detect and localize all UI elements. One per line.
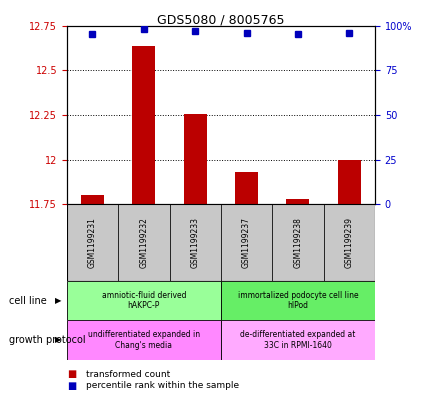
Bar (67, 320, 221, 360)
Bar (132, 46, 155, 204)
Bar (81, 195, 104, 204)
Text: cell line: cell line (9, 296, 46, 306)
Text: GSM1199238: GSM1199238 (293, 217, 302, 268)
Bar (272, 204, 323, 281)
Bar (220, 320, 374, 360)
Text: GSM1199232: GSM1199232 (139, 217, 148, 268)
Text: ■: ■ (67, 381, 76, 391)
Text: GSM1199233: GSM1199233 (190, 217, 199, 268)
Bar (169, 204, 220, 281)
Text: immortalized podocyte cell line
hIPod: immortalized podocyte cell line hIPod (237, 291, 357, 310)
Bar (220, 204, 272, 281)
Text: GSM1199239: GSM1199239 (344, 217, 353, 268)
Text: transformed count: transformed count (86, 370, 170, 378)
Bar (220, 281, 374, 320)
Text: growth protocol: growth protocol (9, 335, 85, 345)
Text: GDS5080 / 8005765: GDS5080 / 8005765 (157, 14, 284, 27)
Bar (337, 160, 360, 204)
Bar (183, 114, 206, 204)
Text: ▶: ▶ (55, 296, 61, 305)
Text: de-differentiated expanded at
33C in RPMI-1640: de-differentiated expanded at 33C in RPM… (240, 330, 355, 350)
Text: ▶: ▶ (55, 336, 61, 344)
Text: GSM1199231: GSM1199231 (88, 217, 97, 268)
Text: undifferentiated expanded in
Chang's media: undifferentiated expanded in Chang's med… (88, 330, 200, 350)
Bar (323, 204, 374, 281)
Bar (118, 204, 169, 281)
Text: ■: ■ (67, 369, 76, 379)
Bar (67, 281, 221, 320)
Text: amniotic-fluid derived
hAKPC-P: amniotic-fluid derived hAKPC-P (101, 291, 186, 310)
Bar (286, 199, 309, 204)
Bar (67, 204, 118, 281)
Bar (234, 172, 258, 204)
Text: percentile rank within the sample: percentile rank within the sample (86, 382, 239, 390)
Text: GSM1199237: GSM1199237 (242, 217, 251, 268)
